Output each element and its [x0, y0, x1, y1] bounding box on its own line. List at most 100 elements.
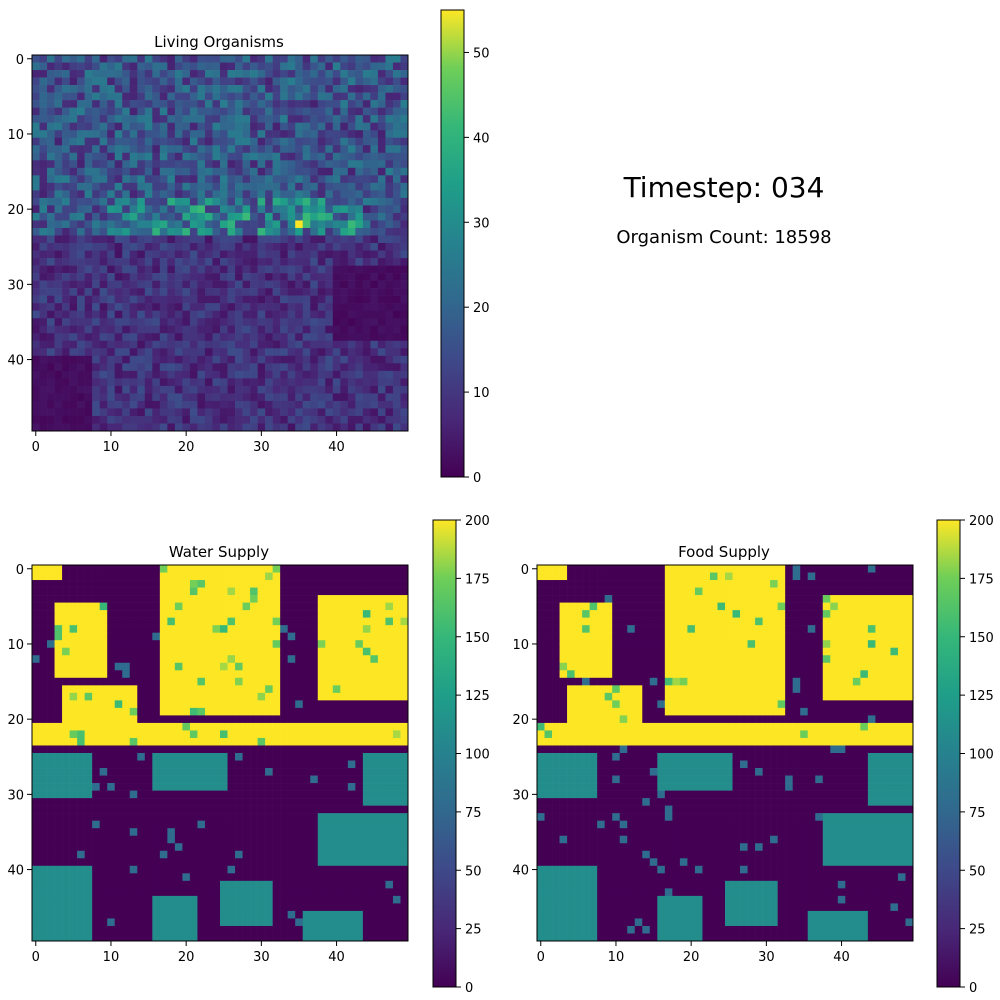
heatmap-cell [99, 677, 108, 686]
heatmap-cell [325, 167, 334, 176]
heatmap-cell [370, 707, 379, 716]
heatmap-cell [235, 843, 243, 852]
heatmap-cell [235, 92, 243, 101]
heatmap-cell [84, 873, 93, 882]
heatmap-cell [92, 348, 100, 357]
heatmap-cell [377, 662, 386, 671]
heatmap-cell [385, 895, 394, 904]
heatmap-cell [212, 55, 221, 63]
heatmap-cell [204, 348, 213, 357]
heatmap-cell [137, 325, 146, 334]
heatmap-cell [400, 197, 409, 206]
heatmap-cell [392, 670, 401, 679]
heatmap-cell [54, 805, 63, 814]
heatmap-cell [167, 647, 176, 656]
heatmap-cell [92, 610, 100, 618]
heatmap-cell [92, 280, 100, 289]
heatmap-cell [340, 333, 349, 342]
heatmap-cell [129, 790, 138, 799]
heatmap-cell [62, 888, 70, 897]
heatmap-cell [392, 77, 401, 86]
heatmap-cell [129, 760, 138, 769]
heatmap-cell [174, 303, 183, 311]
heatmap-cell [159, 888, 168, 897]
heatmap-cell [144, 303, 153, 311]
heatmap-cell [39, 873, 48, 882]
heatmap-cell [325, 77, 334, 86]
heatmap-cell [377, 423, 386, 432]
heatmap-cell [174, 107, 183, 116]
heatmap-cell [197, 790, 206, 799]
heatmap-cell [400, 918, 409, 927]
heatmap-cell [317, 243, 326, 251]
heatmap-cell [355, 805, 364, 814]
heatmap-cell [107, 753, 116, 761]
heatmap-cell [137, 355, 146, 364]
heatmap-cell [355, 640, 364, 649]
heatmap-cell [370, 828, 379, 837]
heatmap-cell [385, 137, 394, 146]
heatmap-cell [340, 865, 349, 874]
heatmap-cell [137, 858, 146, 867]
heatmap-cell [340, 160, 349, 169]
heatmap-cell [362, 880, 371, 889]
heatmap-cell [235, 805, 243, 814]
heatmap-cell [317, 880, 326, 889]
heatmap-cell [220, 70, 228, 78]
heatmap-cell [235, 77, 243, 86]
heatmap-cell [122, 227, 131, 236]
heatmap-cell [152, 167, 161, 176]
heatmap-cell [370, 700, 379, 709]
heatmap-cell [189, 873, 198, 882]
heatmap-cell [159, 205, 168, 214]
heatmap-cell [340, 220, 349, 229]
heatmap-cell [302, 130, 311, 139]
heatmap-cell [84, 828, 93, 837]
heatmap-cell [137, 737, 146, 746]
heatmap-cell [242, 175, 251, 184]
heatmap-cell [99, 662, 108, 671]
heatmap-cell [152, 100, 161, 108]
heatmap-cell [377, 182, 386, 191]
heatmap-cell [129, 880, 138, 889]
heatmap-cell [370, 820, 379, 829]
heatmap-cell [144, 77, 153, 86]
heatmap-cell [204, 662, 213, 671]
heatmap-cell [174, 55, 183, 63]
heatmap-cell [212, 790, 221, 799]
heatmap-cell [47, 235, 55, 244]
heatmap-cell [385, 610, 394, 618]
heatmap-cell [310, 880, 319, 889]
heatmap-cell [332, 77, 341, 86]
heatmap-cell [272, 137, 281, 146]
heatmap-cell [99, 122, 108, 131]
heatmap-cell [302, 730, 311, 739]
heatmap-cell [385, 250, 394, 259]
heatmap-cell [280, 280, 288, 289]
heatmap-cell [317, 888, 326, 897]
heatmap-cell [362, 625, 371, 633]
heatmap-cell [69, 160, 78, 169]
heatmap-cell [317, 378, 326, 387]
heatmap-cell [62, 655, 70, 664]
heatmap-cell [302, 295, 311, 304]
heatmap-cell [122, 820, 131, 829]
heatmap-cell [392, 617, 401, 626]
heatmap-cell [295, 235, 304, 244]
heatmap-cell [137, 318, 146, 327]
heatmap-cell [317, 850, 326, 859]
heatmap-cell [144, 182, 153, 191]
heatmap-cell [310, 662, 319, 671]
heatmap-cell [242, 137, 251, 146]
heatmap-cell [280, 737, 288, 746]
heatmap-cell [159, 640, 168, 649]
heatmap-cell [332, 843, 341, 852]
heatmap-cell [144, 310, 153, 319]
heatmap-cell [257, 715, 266, 724]
heatmap-cell [362, 370, 371, 379]
heatmap-cell [355, 677, 364, 686]
heatmap-cell [220, 602, 228, 611]
heatmap-cell [272, 798, 281, 806]
heatmap-cell [362, 798, 371, 806]
heatmap-cell [54, 903, 63, 912]
